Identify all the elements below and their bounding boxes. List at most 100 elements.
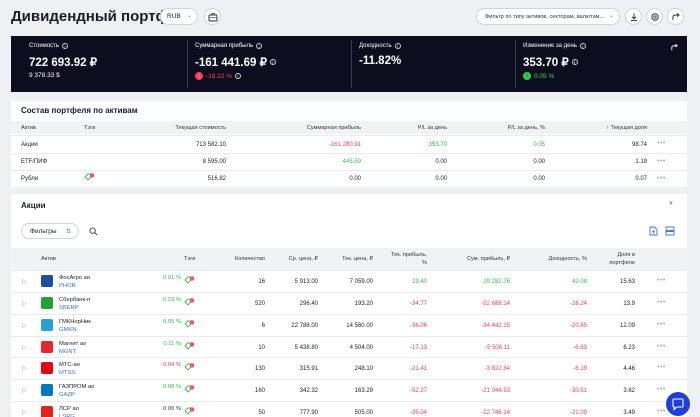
stock-share: 4.46	[623, 366, 635, 372]
col-asset[interactable]: Актив	[21, 124, 36, 131]
asset-pl-pct: 0.00	[533, 159, 545, 165]
stock-qty: 130	[254, 366, 265, 372]
stock-day-change: 0.11 %	[163, 341, 181, 347]
stock-name[interactable]: Сбербанк-п	[59, 297, 91, 303]
asset-share: 0.07	[635, 176, 647, 182]
tag-icon[interactable]: 1	[184, 320, 195, 332]
stock-name[interactable]: МТС-ао	[59, 362, 80, 368]
settings-button[interactable]	[646, 8, 663, 25]
col-sum-profit[interactable]: Сум. прибыль, ₽	[466, 256, 510, 262]
col-qty[interactable]: Количество	[234, 256, 265, 262]
stock-ticker[interactable]: SBERP	[59, 305, 79, 311]
info-icon[interactable]: i	[571, 59, 578, 65]
col-pl-day-pct[interactable]: P/L за день, %	[507, 124, 545, 131]
currency-select[interactable]: RUB ⌄	[160, 8, 198, 25]
col-portfolio-share[interactable]: Доля в портфеле	[609, 252, 635, 266]
col-pl-day[interactable]: P/L за день	[417, 124, 447, 131]
stock-name[interactable]: Магнит ао	[59, 341, 87, 347]
share-icon[interactable]	[670, 43, 679, 52]
info-icon[interactable]: i	[579, 43, 586, 49]
stock-name[interactable]: ГМКНорНик	[59, 319, 91, 325]
more-icon[interactable]: •••	[657, 386, 666, 393]
expand-icon[interactable]: ▷	[22, 388, 27, 394]
more-icon[interactable]: •••	[657, 364, 666, 371]
tag-icon[interactable]: 1	[184, 298, 195, 310]
stock-cur-profit: -34.77	[409, 301, 427, 307]
table-row[interactable]: ETF/ПИФ 8 595.00 445.59 0.00 0.00 1.19 •…	[11, 153, 687, 170]
more-icon[interactable]: •••	[657, 408, 666, 415]
stock-name[interactable]: ФосАгро ао	[59, 275, 91, 281]
sort-icon: ⇅	[65, 228, 71, 235]
stock-ticker[interactable]: MGNT	[59, 349, 77, 355]
stock-name[interactable]: ГАЗПРОМ ао	[59, 384, 95, 390]
share-button[interactable]	[667, 8, 684, 25]
info-icon[interactable]: i	[394, 43, 401, 49]
stock-avg-price: 315.91	[299, 366, 318, 372]
stock-share: 15.63	[619, 279, 635, 285]
col-tags[interactable]: Тэги	[84, 124, 96, 131]
col-total-profit[interactable]: Суммарная прибыль	[306, 124, 361, 131]
more-icon[interactable]: •••	[657, 321, 666, 328]
portfolio-button[interactable]	[204, 8, 221, 25]
company-logo	[41, 384, 53, 396]
expand-icon[interactable]: ▷	[22, 323, 27, 329]
table-row[interactable]: Акции 713 582.10 -161 280.91 353.70 0.05…	[11, 135, 687, 153]
collapse-icon[interactable]: ▼	[668, 201, 674, 207]
stock-avg-price: 777.90	[299, 410, 318, 416]
expand-icon[interactable]: ▷	[22, 366, 27, 372]
download-button[interactable]	[625, 8, 642, 25]
col-value[interactable]: Текущая стоимость	[175, 124, 226, 131]
info-icon[interactable]: i	[256, 43, 263, 49]
col-avg-price[interactable]: Ср. цена, ₽	[288, 256, 318, 262]
tag-icon[interactable]: 1	[184, 342, 195, 354]
more-icon[interactable]: •••	[657, 140, 666, 147]
col-asset[interactable]: Актив	[41, 256, 56, 262]
stock-ticker[interactable]: LSRG	[59, 414, 75, 417]
col-tags[interactable]: Тэги	[184, 256, 196, 262]
col-cur-price[interactable]: Тек. цена, ₽	[342, 256, 373, 262]
stock-ticker[interactable]: PHOR	[59, 283, 76, 289]
table-row[interactable]: ▷ ГАЗПРОМ ао GAZP 0.08 % 1 160 342.32 16…	[11, 379, 687, 401]
more-icon[interactable]: •••	[657, 343, 666, 350]
tag-icon[interactable]: 1	[184, 276, 195, 288]
asset-filter-input[interactable]: Фильтр по типу активов, секторам, валюта…	[476, 8, 620, 25]
more-icon[interactable]: •••	[657, 174, 666, 182]
more-icon[interactable]: •••	[657, 299, 666, 306]
table-row[interactable]: Рубли 1 516.82 0.00 0.00 0.00 0.07 •••	[11, 170, 687, 187]
col-yield[interactable]: Доходность, %	[548, 256, 587, 262]
info-icon[interactable]: i	[235, 73, 242, 79]
expand-icon[interactable]: ▷	[22, 279, 27, 285]
tag-icon[interactable]: 1	[184, 363, 195, 375]
info-icon[interactable]: i	[269, 59, 276, 65]
info-icon[interactable]: i	[62, 43, 69, 49]
company-logo	[41, 341, 53, 353]
stock-qty: 10	[258, 345, 265, 351]
columns-icon[interactable]	[665, 226, 675, 236]
expand-icon[interactable]: ▷	[22, 345, 27, 351]
add-file-icon[interactable]	[649, 226, 658, 236]
chat-button[interactable]	[666, 392, 690, 416]
tag-icon[interactable]: 1	[184, 385, 195, 397]
table-row[interactable]: ▷ ГМКНорНик GMKN 0.05 % 1 6 22 788.00 14…	[11, 314, 687, 336]
stock-ticker[interactable]: MTSS	[59, 370, 76, 376]
table-row[interactable]: ▷ ФосАгро ао PHOR 0.01 % 1 16 5 913.00 7…	[11, 270, 687, 292]
table-row[interactable]: ▷ Магнит ао MGNT 0.11 % 1 10 5 438.80 4 …	[11, 336, 687, 358]
filters-button[interactable]: Фильтры ⇅	[21, 223, 79, 239]
table-row[interactable]: ▷ Сбербанк-п SBERP 0.23 % 1 520 296.40 1…	[11, 292, 687, 314]
table-row[interactable]: ▷ ЛСР ао LSRG 0.00 % 1 50 777.90 505.00 …	[11, 401, 687, 417]
col-cur-profit[interactable]: Тек. прибыль, %	[391, 252, 427, 266]
search-icon[interactable]	[89, 227, 98, 236]
more-icon[interactable]: •••	[657, 277, 666, 284]
stock-name[interactable]: ЛСР ао	[59, 406, 79, 412]
stock-day-change: 0.05 %	[162, 319, 181, 325]
company-logo	[41, 275, 53, 287]
table-row[interactable]: ▷ МТС-ао MTSS -0.04 % 1 130 315.91 248.1…	[11, 357, 687, 379]
expand-icon[interactable]: ▷	[22, 301, 27, 307]
expand-icon[interactable]: ▷	[22, 410, 27, 416]
tag-icon[interactable]: 1	[184, 407, 195, 417]
stock-ticker[interactable]: GAZP	[59, 392, 75, 398]
tag-icon[interactable]: 1	[84, 173, 95, 185]
stock-ticker[interactable]: GMKN	[59, 327, 77, 333]
more-icon[interactable]: •••	[657, 157, 666, 165]
col-share[interactable]: ↑ Текущая доля	[606, 124, 647, 131]
